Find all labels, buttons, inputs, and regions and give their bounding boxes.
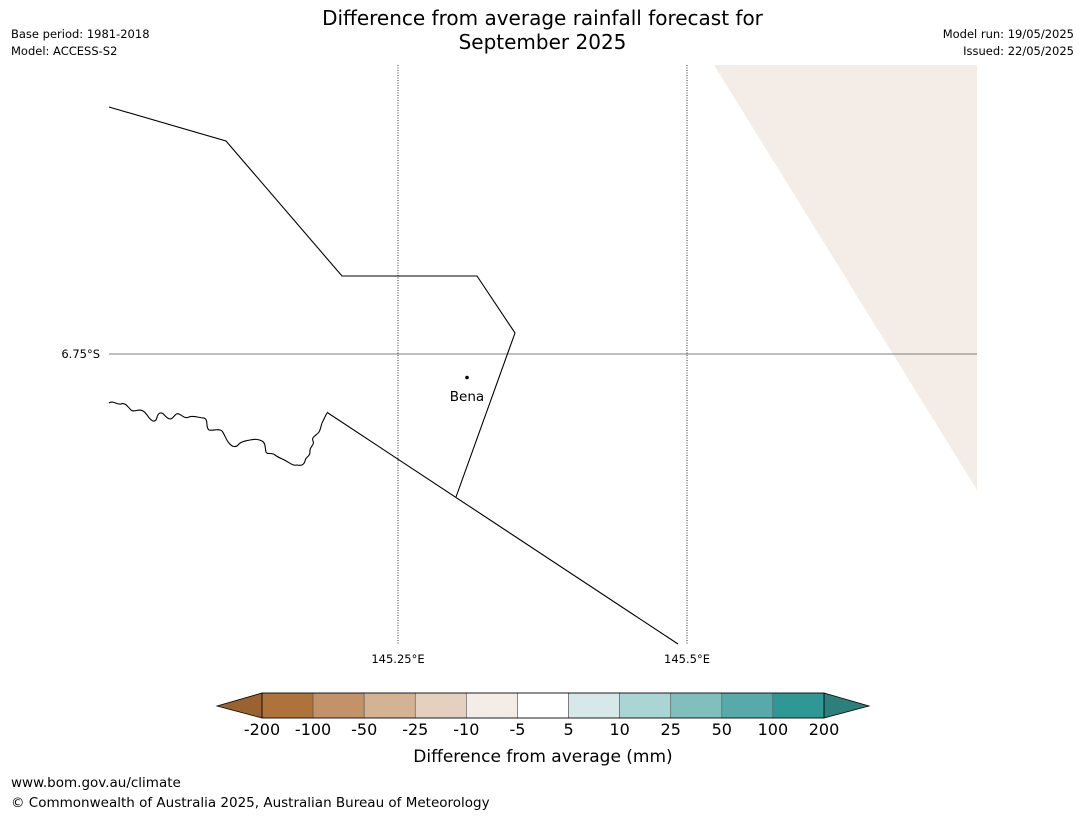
website-link[interactable]: www.bom.gov.au/climate: [11, 775, 181, 791]
colorbar-cell: [414, 692, 467, 719]
colorbar-cell: [466, 692, 518, 719]
colorbar-label: Difference from average (mm): [413, 747, 672, 767]
issued-date: Issued: 22/05/2025: [963, 44, 1074, 58]
colorbar-tick-label: 50: [712, 720, 732, 739]
forecast-shading-region: [714, 65, 977, 490]
bena-location-marker: [465, 375, 469, 380]
colorbar-cell: [517, 692, 569, 719]
longitude-label-145-25: 145.25°E: [371, 652, 424, 666]
colorbar-cell: [619, 692, 672, 719]
colorbar-cell: [363, 692, 416, 719]
colorbar-tick-label: 10: [609, 720, 629, 739]
model-info: Base period: 1981-2018 Model: ACCESS-S2: [11, 26, 150, 60]
region-boundary-south: [327, 412, 679, 645]
map-title: Difference from average rainfall forecas…: [0, 6, 1085, 54]
colorbar-tick-label: -5: [509, 720, 525, 739]
model-name: Model: ACCESS-S2: [11, 44, 118, 58]
model-run: Model run: 19/05/2025: [942, 27, 1074, 41]
latitude-label: 6.75°S: [61, 347, 100, 361]
colorbar-tick-label: 100: [758, 720, 789, 739]
colorbar-tick-label: 5: [563, 720, 573, 739]
colorbar-cell: [670, 692, 723, 719]
longitude-label-145-5: 145.5°E: [664, 652, 710, 666]
base-period: Base period: 1981-2018: [11, 27, 150, 41]
colorbar-tick-label: 25: [661, 720, 681, 739]
river-boundary: [108, 401, 329, 466]
colorbar-tick-label: -100: [295, 720, 331, 739]
colorbar: -200 -100 -50 -25 -10 -5 5 10 25 50 100 200 Differe…: [215, 692, 871, 767]
place-label-bena: Bena: [450, 389, 484, 405]
colorbar-cell: [568, 692, 620, 719]
title-line-1: Difference from average rainfall forecas…: [322, 6, 763, 30]
title-line-2: September 2025: [458, 30, 627, 54]
colorbar-low-extend: [215, 692, 263, 719]
run-info: Model run: 19/05/2025 Issued: 22/05/2025: [943, 26, 1074, 60]
colorbar-cell: [312, 692, 365, 719]
region-boundary: [108, 106, 516, 498]
colorbar-tick-label: -200: [244, 720, 280, 739]
colorbar-tick-label: -10: [453, 720, 479, 739]
colorbar-tick-label: -50: [351, 720, 377, 739]
colorbar-tick-label: 200: [809, 720, 840, 739]
colorbar-high-extend: [823, 692, 871, 719]
colorbar-cell: [772, 692, 825, 719]
copyright-notice: © Commonwealth of Australia 2025, Austra…: [11, 795, 490, 811]
colorbar-tick-label: -25: [402, 720, 428, 739]
colorbar-cell: [261, 692, 314, 719]
colorbar-cell: [721, 692, 774, 719]
colorbar-outline: [261, 692, 825, 719]
